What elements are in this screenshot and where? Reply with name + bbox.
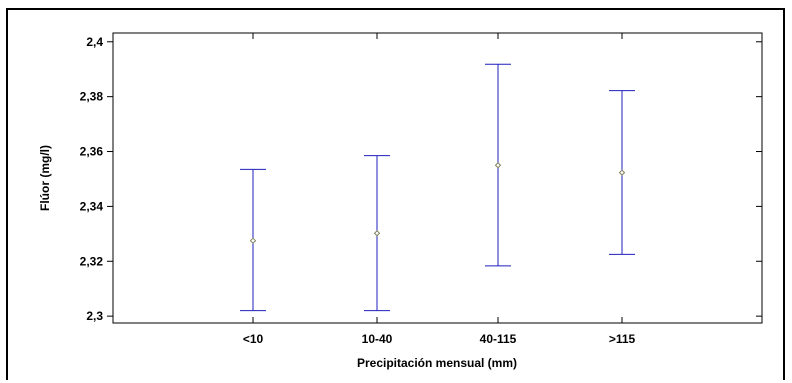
interval-series bbox=[240, 63, 635, 312]
y-tick-label: 2,36 bbox=[80, 145, 104, 159]
x-axis: <10 10-40 40-115 >115 bbox=[243, 33, 636, 346]
y-tick-label: 2,4 bbox=[86, 35, 103, 49]
y-tick-label: 2,38 bbox=[80, 90, 104, 104]
y-tick-label: 2,32 bbox=[80, 254, 104, 268]
chart-frame bbox=[6, 8, 785, 380]
mean-point bbox=[494, 162, 502, 169]
x-axis-title: Precipitación mensual (mm) bbox=[357, 356, 517, 370]
y-tick-label: 2,3 bbox=[86, 309, 103, 323]
mean-point bbox=[373, 230, 381, 237]
mean-point bbox=[249, 237, 257, 244]
y-axis: 2,3 2,32 2,34 2,36 2,38 2,4 bbox=[80, 35, 762, 323]
mean-point bbox=[618, 169, 626, 176]
x-tick-label: >115 bbox=[609, 332, 636, 346]
x-tick-label: 10-40 bbox=[362, 332, 393, 346]
plot-area bbox=[112, 32, 763, 324]
y-tick-label: 2,34 bbox=[80, 199, 104, 213]
y-axis-title: Flúor (mg/l) bbox=[38, 145, 52, 211]
x-tick-label: <10 bbox=[243, 332, 264, 346]
x-tick-label: 40-115 bbox=[480, 332, 517, 346]
